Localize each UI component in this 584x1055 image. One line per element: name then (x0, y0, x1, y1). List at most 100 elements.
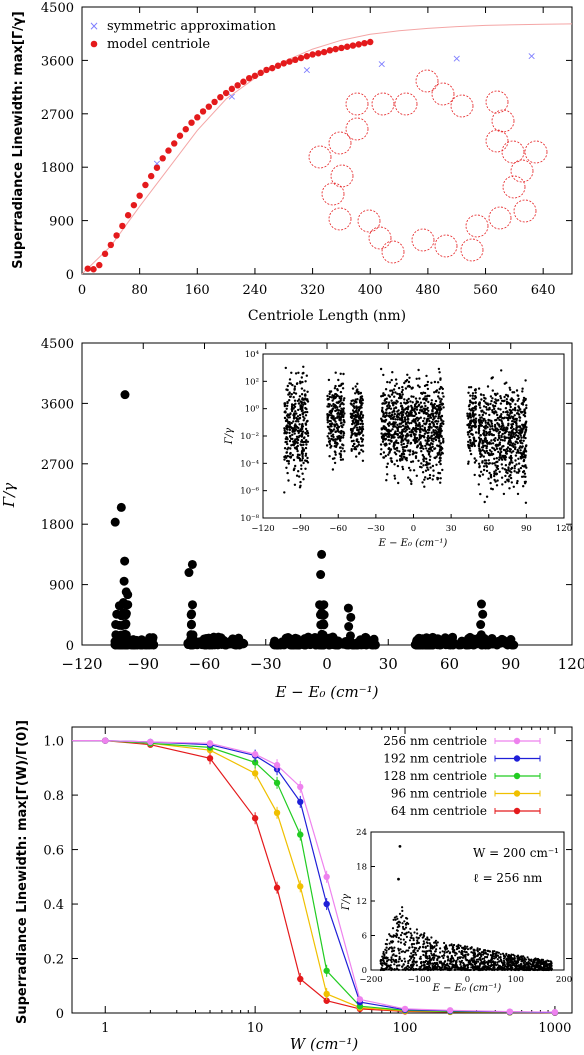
inset-point (423, 402, 426, 405)
inset-point (477, 483, 480, 486)
inset-point (502, 957, 506, 960)
series-point (297, 883, 304, 890)
panel-energy-spectrum: −120 −90 −60 −30 0 30 60 90 12009001800270036004… (0, 337, 584, 701)
inset-point (295, 441, 298, 444)
inset-point (424, 444, 427, 448)
inset-point (512, 485, 515, 488)
inset-point (437, 417, 440, 420)
inset-point (434, 399, 438, 403)
inset-point (484, 451, 487, 454)
inset-point (407, 434, 410, 437)
point-model (90, 266, 97, 273)
inset-y-tick-label: 24 (356, 828, 367, 838)
inset-point (393, 968, 396, 971)
inset-point (383, 399, 386, 402)
inset-y-axis-label: Γ/γ (224, 428, 235, 445)
inset-point (360, 422, 364, 425)
point-model (349, 42, 357, 49)
inset-point (408, 966, 411, 969)
inset-point (511, 461, 514, 464)
spectrum-peak (316, 570, 326, 580)
inset-point (298, 413, 302, 417)
inset-point (482, 405, 486, 408)
inset-point (515, 422, 518, 425)
inset-x-axis-label: E − E₀ (cm⁻¹) (432, 983, 502, 994)
inset-point (477, 431, 480, 434)
inset-point (399, 454, 402, 458)
inset-point (360, 402, 363, 405)
inset-point (468, 413, 471, 416)
inset-point (520, 428, 523, 431)
inset-point (455, 948, 458, 951)
x-tick-label: 100 (393, 1021, 418, 1036)
inset-point (524, 958, 527, 961)
inset-point (439, 424, 442, 427)
inset-point (334, 393, 337, 396)
inset-point (327, 378, 331, 382)
inset-point (419, 401, 423, 404)
inset-x-tick-label: −60 (329, 524, 347, 534)
inset-point (442, 437, 445, 441)
inset-point (503, 426, 506, 429)
x-tick-label: 640 (531, 283, 556, 298)
inset-point (292, 396, 295, 399)
inset-point (388, 442, 391, 445)
inset-point (467, 433, 470, 436)
inset-point (399, 417, 402, 420)
inset-point (417, 417, 421, 420)
inset-point (444, 967, 447, 970)
inset-point (493, 474, 496, 478)
inset-point (381, 440, 385, 443)
inset-point (509, 388, 512, 391)
inset-point (504, 407, 508, 410)
inset-point (514, 459, 517, 462)
inset-point (420, 960, 423, 964)
inset-point (402, 448, 405, 451)
inset-point (354, 392, 357, 395)
inset-point (391, 968, 394, 971)
inset-point (505, 469, 508, 472)
inset-point (398, 958, 401, 961)
inset-point (355, 438, 359, 441)
inset-point (493, 470, 496, 473)
inset-point (519, 968, 523, 971)
inset-point (507, 416, 511, 419)
inset-point (480, 421, 483, 424)
inset-point (418, 411, 421, 415)
inset-x-tick-label: 90 (521, 524, 532, 534)
inset-point (497, 428, 500, 431)
inset-point (500, 463, 503, 466)
inset-point (506, 446, 510, 449)
inset-point (401, 393, 404, 396)
inset-point (498, 452, 502, 455)
inset-point (535, 965, 538, 969)
inset-point (414, 951, 417, 955)
inset-point (326, 405, 329, 408)
centriole-cylinder (510, 159, 534, 183)
plot-frame (71, 726, 573, 1014)
inset-point (299, 459, 302, 462)
spectrum-peak (186, 610, 196, 620)
inset-point (410, 482, 413, 486)
inset-point (283, 429, 286, 432)
inset-point (421, 434, 424, 438)
inset-point (383, 961, 386, 964)
inset-point (405, 439, 408, 442)
series-point (356, 996, 364, 1003)
inset-point (301, 409, 304, 412)
inset-point (400, 414, 403, 417)
inset-point (412, 949, 415, 952)
inset-point (486, 432, 489, 435)
inset-point (462, 961, 465, 965)
inset-point (405, 422, 408, 425)
inset-point (408, 946, 411, 949)
inset-point (530, 958, 533, 961)
inset-point (405, 445, 408, 449)
inset-point (524, 456, 527, 459)
centriole-cylinder (357, 209, 381, 233)
inset-point (503, 439, 506, 442)
inset-point (434, 954, 437, 957)
inset-point (412, 438, 415, 442)
inset-point (484, 437, 487, 441)
